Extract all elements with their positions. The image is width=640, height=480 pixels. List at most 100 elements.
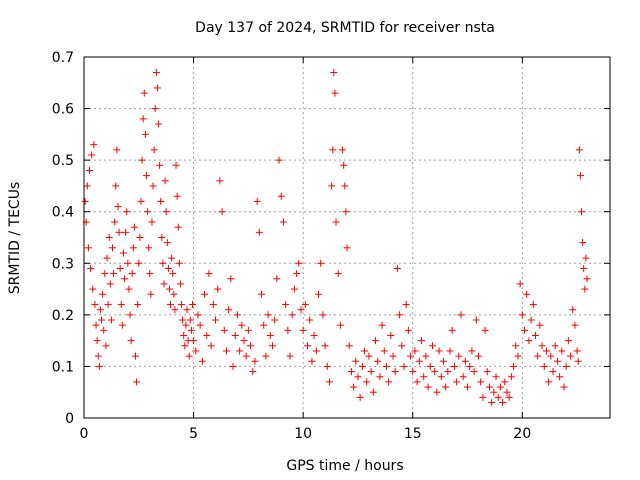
data-point	[450, 362, 458, 370]
data-point	[225, 306, 233, 314]
data-point	[562, 362, 570, 370]
data-point	[91, 301, 99, 309]
data-point	[116, 264, 124, 272]
x-tick-label: 10	[294, 426, 312, 442]
plot-frame	[83, 56, 611, 419]
data-point	[126, 311, 134, 319]
data-point	[340, 161, 348, 169]
data-point	[301, 301, 309, 309]
data-point	[393, 264, 401, 272]
data-point	[251, 357, 259, 365]
data-point	[266, 331, 274, 339]
data-point	[160, 280, 168, 288]
data-point	[310, 331, 318, 339]
y-tick-label: 0.1	[52, 359, 74, 375]
data-point	[428, 342, 436, 350]
data-point	[365, 352, 373, 360]
data-point	[426, 362, 434, 370]
data-point	[545, 378, 553, 386]
data-point	[148, 218, 156, 226]
data-point	[158, 234, 166, 241]
data-point	[114, 203, 122, 211]
data-point	[470, 368, 478, 376]
data-point	[122, 228, 130, 236]
data-point	[277, 192, 285, 200]
data-point	[439, 357, 447, 365]
data-point	[93, 337, 101, 345]
data-point	[186, 316, 194, 324]
data-point	[98, 316, 106, 324]
data-point	[466, 362, 474, 370]
data-point	[371, 337, 379, 345]
data-point	[330, 68, 338, 76]
data-point	[175, 259, 183, 267]
data-point	[174, 223, 182, 231]
data-point	[127, 337, 135, 345]
data-point	[510, 362, 518, 370]
data-point	[435, 347, 443, 355]
data-point	[354, 373, 362, 381]
data-point	[347, 368, 355, 376]
data-point	[117, 301, 125, 309]
data-point	[534, 352, 542, 360]
data-point	[152, 68, 160, 76]
data-point	[444, 368, 452, 376]
data-point	[141, 130, 149, 138]
data-point	[400, 362, 408, 370]
data-point	[527, 316, 535, 324]
data-point	[503, 388, 511, 396]
data-point	[345, 342, 353, 350]
data-point	[396, 311, 404, 319]
data-point	[334, 270, 342, 278]
data-point	[205, 270, 213, 278]
data-point	[181, 342, 189, 350]
data-point	[352, 357, 360, 365]
data-point	[578, 208, 586, 216]
data-point	[83, 182, 91, 190]
data-point	[150, 146, 158, 154]
data-point	[308, 357, 316, 365]
data-point	[479, 393, 487, 401]
data-point	[299, 326, 307, 334]
data-point	[325, 378, 333, 386]
data-point	[583, 275, 591, 283]
data-point	[494, 393, 502, 401]
data-point	[499, 399, 507, 407]
data-point	[361, 347, 369, 355]
data-point	[409, 368, 417, 376]
data-point	[165, 285, 173, 293]
data-point	[328, 182, 336, 190]
data-point	[102, 342, 110, 350]
data-point	[540, 362, 548, 370]
data-point	[571, 321, 579, 329]
data-point	[128, 270, 136, 278]
data-point	[455, 352, 463, 360]
data-point	[89, 285, 97, 293]
data-point	[125, 285, 133, 293]
data-point	[521, 326, 529, 334]
data-point	[156, 161, 164, 169]
data-point	[374, 357, 382, 365]
data-point	[413, 378, 421, 386]
data-point	[132, 352, 140, 360]
data-point	[244, 326, 252, 334]
data-point	[163, 239, 171, 247]
data-point	[293, 270, 301, 278]
data-point	[262, 352, 270, 360]
data-point	[286, 352, 294, 360]
data-point	[212, 316, 219, 324]
data-point	[581, 285, 589, 293]
data-point	[516, 280, 524, 288]
data-point	[437, 373, 445, 381]
data-point	[488, 399, 496, 407]
data-point	[433, 388, 441, 396]
data-point	[297, 306, 305, 314]
data-point	[115, 228, 123, 236]
data-point	[442, 383, 450, 391]
data-point	[85, 166, 93, 174]
data-point	[253, 197, 261, 205]
x-tick-label: 0	[80, 426, 89, 442]
x-axis-label: GPS time / hours	[286, 458, 403, 474]
data-point	[220, 326, 228, 334]
